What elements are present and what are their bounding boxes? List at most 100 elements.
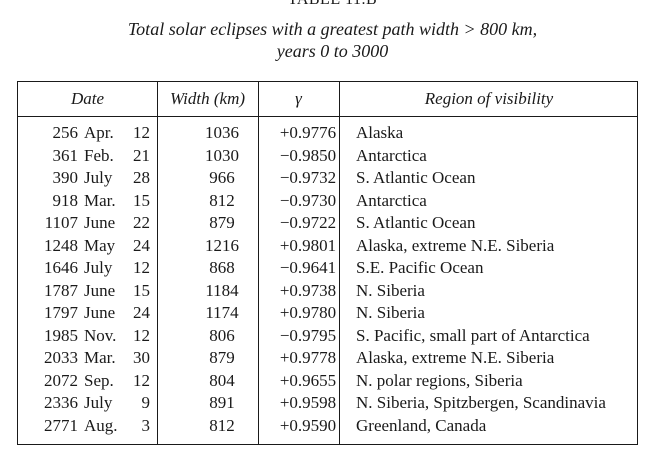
header-gamma: γ (295, 89, 302, 108)
cell-month: Aug. (84, 415, 118, 435)
cell-region: N. Siberia, Spitzbergen, Scandinavia (356, 393, 606, 412)
cell-region: S.E. Pacific Ocean (356, 258, 484, 277)
table-row: 2771 Aug. 3 812 +0.9590 Greenland, Canada (18, 415, 637, 438)
cell-day: 24 (133, 235, 150, 255)
caption-line-2: years 0 to 3000 (276, 41, 389, 61)
cell-day: 12 (133, 370, 150, 390)
cell-year: 2771 (44, 415, 78, 435)
cell-day: 15 (133, 190, 150, 210)
cell-region: N. Siberia (356, 280, 425, 300)
cell-month: July (84, 168, 113, 187)
header-date: Date (70, 89, 105, 108)
column-divider (339, 82, 340, 444)
cell-year: 918 (52, 190, 79, 210)
caption-line-1: Total solar eclipses with a greatest pat… (127, 19, 538, 39)
cell-region: Alaska (356, 123, 404, 142)
table-row: 1787 June 15 1184 +0.9738 N. Siberia (18, 280, 637, 303)
cell-year: 390 (52, 168, 79, 187)
cell-gamma: +0.9738 (279, 280, 337, 300)
cell-year: 1248 (44, 235, 78, 255)
cell-year: 1646 (44, 258, 78, 277)
cell-year: 256 (52, 123, 79, 142)
cell-width: 966 (209, 168, 235, 187)
cell-gamma: +0.9801 (279, 235, 337, 255)
cell-gamma: −0.9641 (279, 258, 337, 277)
cell-region: Greenland, Canada (356, 415, 487, 435)
table-body: 256 Apr. 12 1036 +0.9776 Alaska 361 Feb. 21 1030 −… (18, 122, 637, 437)
cell-width: 812 (209, 190, 235, 210)
cell-year: 361 (52, 145, 79, 165)
cell-day: 9 (141, 393, 151, 412)
cell-month: Nov. (84, 325, 117, 345)
cell-month: July (84, 393, 113, 412)
cell-width: 1036 (205, 123, 239, 142)
cell-day: 28 (133, 168, 150, 187)
cell-gamma: +0.9778 (279, 348, 337, 367)
cell-month: Sep. (84, 370, 114, 390)
cell-width: 812 (209, 415, 235, 435)
cell-month: June (84, 280, 116, 300)
cell-width: 1030 (205, 145, 239, 165)
cell-month: June (84, 213, 116, 232)
table-row: 256 Apr. 12 1036 +0.9776 Alaska (18, 122, 637, 145)
cell-day: 12 (133, 258, 150, 277)
table-row: 1985 Nov. 12 806 −0.9795 S. Pacific, small pa… (18, 325, 637, 348)
cell-region: N. Siberia (356, 303, 425, 322)
cell-region: Alaska, extreme N.E. Siberia (356, 348, 555, 367)
cell-day: 12 (133, 325, 150, 345)
header-width: Width (km) (169, 89, 246, 108)
cell-gamma: −0.9850 (279, 145, 337, 165)
cell-region: Alaska, extreme N.E. Siberia (356, 235, 555, 255)
cell-month: May (84, 235, 116, 255)
cell-region: S. Atlantic Ocean (356, 168, 476, 187)
cell-width: 879 (209, 348, 235, 367)
cell-gamma: +0.9598 (279, 393, 337, 412)
cell-year: 2336 (44, 393, 78, 412)
header-region: Region of visibility (424, 89, 554, 108)
cell-day: 24 (133, 303, 150, 322)
cell-day: 21 (133, 145, 150, 165)
cell-month: June (84, 303, 116, 322)
cell-width: 1216 (205, 235, 239, 255)
cell-gamma: +0.9780 (279, 303, 337, 322)
cell-year: 1787 (44, 280, 78, 300)
table-row: 1107 June 22 879 −0.9722 S. Atlantic Ocean (18, 212, 637, 235)
table-row: 1797 June 24 1174 +0.9780 N. Siberia (18, 302, 637, 325)
cell-month: Mar. (84, 348, 116, 367)
cell-gamma: +0.9776 (279, 123, 337, 142)
table-label: TABLE 11.B (0, 0, 665, 9)
table-row: 361 Feb. 21 1030 −0.9850 Antarctica (18, 145, 637, 168)
table-row: 2336 July 9 891 +0.9598 N. Siberia, Spitzberg… (18, 392, 637, 415)
table-row: 2033 Mar. 30 879 +0.9778 Alaska, extreme N.E.… (18, 347, 637, 370)
cell-year: 1985 (44, 325, 78, 345)
table-row: 1248 May 24 1216 +0.9801 Alaska, extreme N.E.… (18, 235, 637, 258)
table-row: 390 July 28 966 −0.9732 S. Atlantic Ocean (18, 167, 637, 190)
cell-month: Apr. (84, 123, 114, 142)
column-divider (157, 82, 158, 444)
cell-year: 2033 (44, 348, 78, 367)
cell-year: 2072 (44, 370, 78, 390)
table-row: 2072 Sep. 12 804 +0.9655 N. polar regions, Si… (18, 370, 637, 393)
column-divider (258, 82, 259, 444)
cell-region: N. polar regions, Siberia (356, 370, 523, 390)
cell-day: 22 (133, 213, 150, 232)
table-row: 918 Mar. 15 812 −0.9730 Antarctica (18, 190, 637, 213)
cell-width: 1174 (205, 303, 239, 322)
cell-gamma: −0.9722 (279, 213, 337, 232)
cell-width: 868 (209, 258, 235, 277)
cell-width: 891 (209, 393, 235, 412)
cell-width: 806 (209, 325, 235, 345)
cell-day: 15 (133, 280, 150, 300)
cell-day: 30 (133, 348, 150, 367)
table-caption: Total solar eclipses with a greatest pat… (0, 18, 665, 62)
cell-width: 1184 (205, 280, 239, 300)
cell-gamma: +0.9590 (279, 415, 337, 435)
cell-day: 3 (141, 415, 151, 435)
cell-region: S. Atlantic Ocean (356, 213, 476, 232)
cell-month: July (84, 258, 113, 277)
cell-gamma: −0.9730 (279, 190, 337, 210)
cell-month: Mar. (84, 190, 116, 210)
table-row: 1646 July 12 868 −0.9641 S.E. Pacific Ocean (18, 257, 637, 280)
cell-width: 804 (209, 370, 235, 390)
cell-region: S. Pacific, small part of Antarctica (356, 325, 590, 345)
